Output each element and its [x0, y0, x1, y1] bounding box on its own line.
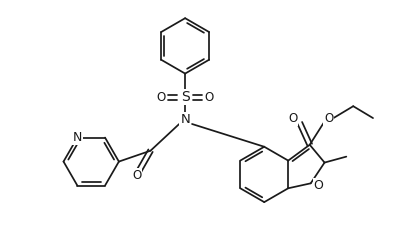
Text: O: O	[132, 169, 141, 182]
Text: O: O	[157, 91, 166, 104]
Text: S: S	[181, 90, 190, 104]
Text: O: O	[314, 179, 323, 192]
Text: O: O	[288, 112, 297, 124]
Text: N: N	[180, 113, 190, 125]
Text: O: O	[204, 91, 214, 104]
Text: N: N	[72, 131, 82, 144]
Text: O: O	[324, 112, 333, 124]
